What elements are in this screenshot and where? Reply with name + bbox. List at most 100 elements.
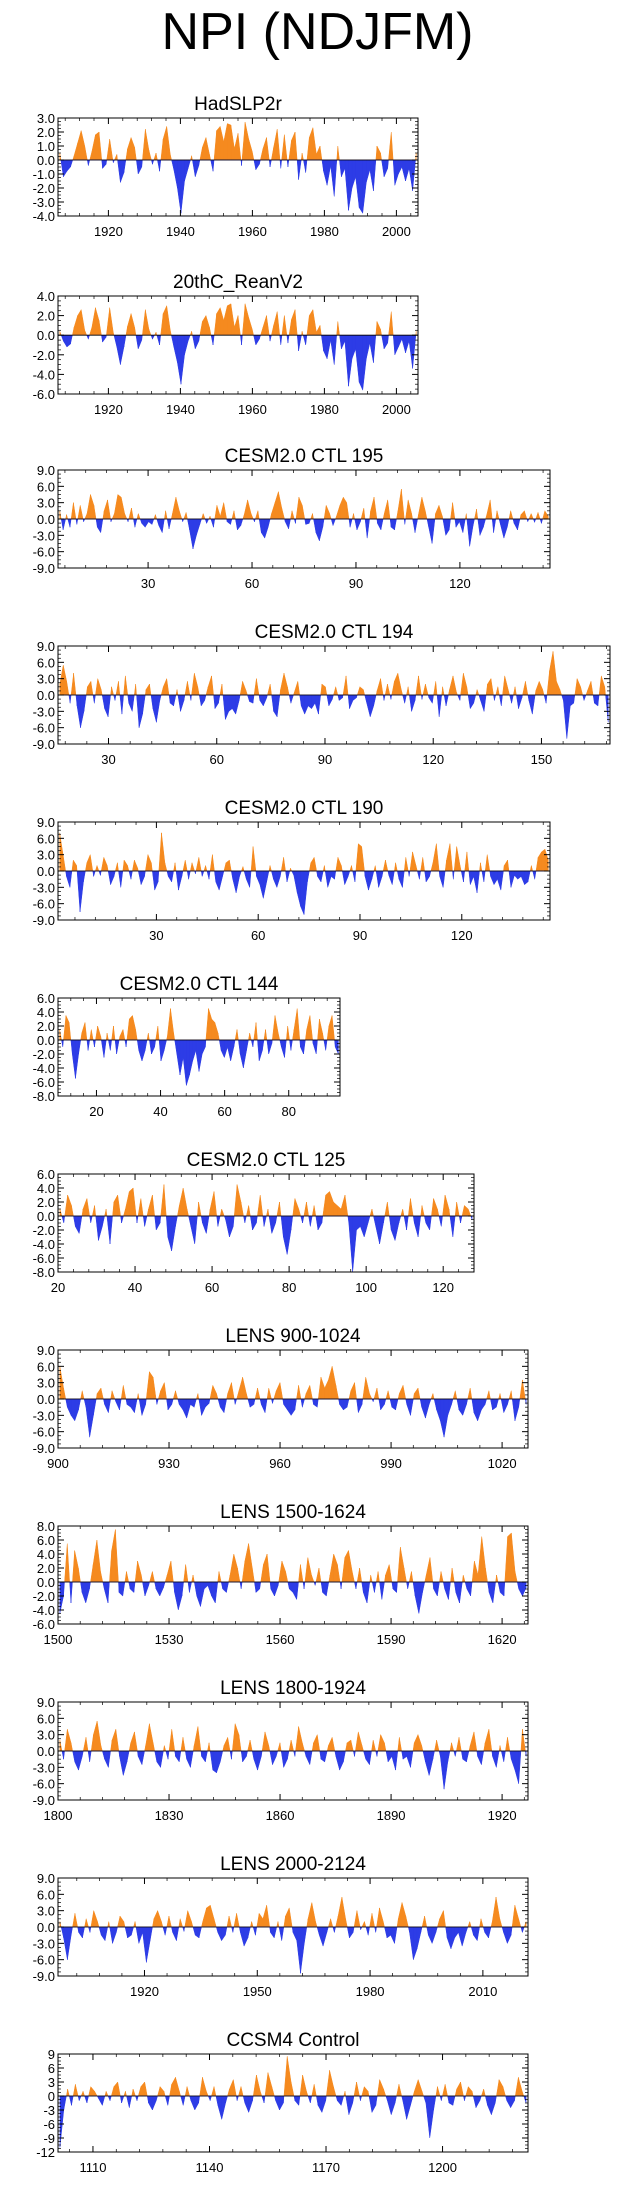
page-title: NPI (NDJFM) [161, 3, 474, 61]
chart-title: CESM2.0 CTL 144 [120, 974, 279, 995]
y-tick-label: -6.0 [33, 1953, 55, 1968]
y-tick-label: 3.0 [37, 496, 55, 511]
y-tick-label: -8.0 [33, 1089, 55, 1104]
y-tick-label: 2.0 [37, 1561, 55, 1576]
positive-area [59, 1184, 473, 1217]
chart-panel-7: LENS 900-1024 9.06.0 3.00.0-3.0 -6.0-9.0900… [33, 1326, 529, 1471]
x-tick-label: 1980 [310, 402, 339, 417]
y-tick-label: -6.0 [33, 897, 55, 912]
y-tick-label: -2.0 [33, 181, 55, 196]
y-tick-label: 4.0 [37, 1181, 55, 1196]
x-tick-label: 40 [153, 1104, 167, 1119]
y-tick-label: 0.0 [37, 1744, 55, 1759]
y-tick-label: 4.0 [37, 289, 55, 304]
x-tick-label: 1920 [488, 1808, 517, 1823]
x-tick-label: 60 [210, 752, 224, 767]
y-tick-label: -4.0 [33, 1237, 55, 1252]
y-tick-label: 0.0 [37, 328, 55, 343]
chart-panel-0: HadSLP2r 3.02.01.00.0-1.0-2.0-3.0-4.0 1920… [33, 94, 419, 239]
x-tick-label: 1920 [94, 224, 123, 239]
x-tick-label: 120 [451, 928, 473, 943]
y-tick-label: 0.0 [37, 1392, 55, 1407]
chart-panel-4: CESM2.0 CTL 190 9.06.0 3.00.0-3.0 -6.0-9.0 3… [33, 798, 551, 943]
y-tick-label: -6.0 [33, 1617, 55, 1632]
y-tick-label: -4.0 [33, 209, 55, 224]
negative-area [59, 334, 417, 391]
chart-title: HadSLP2r [194, 94, 282, 115]
y-tick-label: 6.0 [37, 1711, 55, 1726]
y-tick-label: -6.0 [33, 1777, 55, 1792]
chart-title: LENS 1500-1624 [220, 1502, 366, 1523]
y-tick-label: 2.0 [37, 309, 55, 324]
x-tick-label: 30 [149, 928, 163, 943]
y-tick-label: 6.0 [37, 1887, 55, 1902]
x-tick-label: 60 [245, 576, 259, 591]
y-tick-label: 9.0 [37, 1871, 55, 1886]
x-tick-label: 20 [89, 1104, 103, 1119]
negative-area [59, 518, 549, 550]
y-tick-label: 3.0 [37, 1376, 55, 1391]
y-tick-label: -9.0 [33, 561, 55, 576]
x-tick-label: 1530 [155, 1632, 184, 1647]
y-tick-label: 6.0 [37, 479, 55, 494]
x-tick-label: 30 [101, 752, 115, 767]
y-tick-label: 3.0 [37, 111, 55, 126]
x-tick-label: 1620 [488, 1632, 517, 1647]
y-tick-label: -3 [43, 2103, 55, 2118]
positive-area [59, 1008, 339, 1041]
chart-panel-6: CESM2.0 CTL 125 6.04.02.00.0-2.0-4.0-6.0-… [33, 1150, 475, 1295]
x-tick-label: 80 [281, 1104, 295, 1119]
y-tick-label: 3.0 [37, 1904, 55, 1919]
plot-frame [57, 1173, 475, 1273]
negative-area [59, 1039, 339, 1086]
y-tick-label: 8.0 [37, 1519, 55, 1534]
chart-panel-3: CESM2.0 CTL 194 9.06.0 3.00.0-3.0 -6.0-9.0 3… [33, 622, 611, 767]
y-tick-label: -3.0 [33, 1408, 55, 1423]
y-tick-label: -6.0 [33, 387, 55, 402]
chart-panel-2: CESM2.0 CTL 195 9.06.0 3.00.0-3.0 -6.0-9.0 3… [33, 446, 551, 591]
y-tick-label: -6.0 [33, 1251, 55, 1266]
y-tick-label: -2.0 [33, 348, 55, 363]
y-tick-label: 2.0 [37, 125, 55, 140]
negative-area [59, 1750, 527, 1790]
y-tick-label: 9.0 [37, 463, 55, 478]
x-tick-label: 1980 [356, 1984, 385, 1999]
x-tick-label: 120 [449, 576, 471, 591]
y-tick-label: 6.0 [37, 1359, 55, 1374]
positive-area [59, 1366, 527, 1400]
x-tick-label: 90 [353, 928, 367, 943]
x-tick-label: 100 [355, 1280, 377, 1295]
y-tick-label: -9.0 [33, 1969, 55, 1984]
x-tick-label: 60 [251, 928, 265, 943]
y-tick-label: -4.0 [33, 1061, 55, 1076]
x-tick-label: 90 [349, 576, 363, 591]
y-tick-label: 6 [48, 2061, 55, 2076]
x-tick-label: 30 [141, 576, 155, 591]
x-tick-label: 1560 [266, 1632, 295, 1647]
y-tick-label: -9 [43, 2131, 55, 2146]
chart-title: LENS 1800-1924 [220, 1678, 366, 1699]
y-tick-label: -4.0 [33, 367, 55, 382]
x-tick-label: 1140 [196, 2160, 224, 2175]
x-tick-label: 1920 [94, 402, 123, 417]
x-tick-label: 40 [128, 1280, 142, 1295]
positive-area [59, 2056, 527, 2097]
y-tick-label: -2.0 [33, 1223, 55, 1238]
x-tick-label: 60 [205, 1280, 219, 1295]
y-tick-label: 9 [48, 2047, 55, 2062]
y-tick-label: 2.0 [37, 1019, 55, 1034]
x-tick-label: 1170 [312, 2160, 340, 2175]
y-tick-label: 3 [48, 2075, 55, 2090]
chart-title: CESM2.0 CTL 125 [187, 1150, 346, 1171]
y-tick-label: -9.0 [33, 1793, 55, 1808]
y-tick-label: 3.0 [37, 1728, 55, 1743]
positive-area [59, 1529, 527, 1583]
x-tick-label: 1500 [44, 1632, 73, 1647]
positive-area [59, 1720, 527, 1752]
positive-area [59, 303, 417, 336]
x-tick-label: 1960 [238, 402, 267, 417]
x-tick-label: 1830 [155, 1808, 184, 1823]
x-tick-label: 2010 [468, 1984, 497, 1999]
